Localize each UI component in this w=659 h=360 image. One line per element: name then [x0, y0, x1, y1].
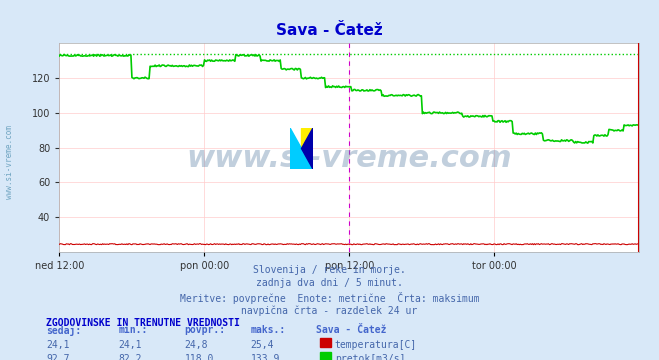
Text: ZGODOVINSKE IN TRENUTNE VREDNOSTI: ZGODOVINSKE IN TRENUTNE VREDNOSTI	[46, 318, 240, 328]
Text: 118,0: 118,0	[185, 354, 214, 360]
Text: Sava - Čatež: Sava - Čatež	[316, 325, 387, 336]
Text: 133,9: 133,9	[250, 354, 280, 360]
Text: min.:: min.:	[119, 325, 148, 336]
Bar	[320, 352, 331, 360]
Text: temperatura[C]: temperatura[C]	[335, 340, 417, 350]
Text: www.si-vreme.com: www.si-vreme.com	[5, 125, 14, 199]
Text: 92,7: 92,7	[46, 354, 70, 360]
Text: 24,1: 24,1	[119, 340, 142, 350]
Text: navpična črta - razdelek 24 ur: navpična črta - razdelek 24 ur	[241, 306, 418, 316]
Text: www.si-vreme.com: www.si-vreme.com	[186, 144, 512, 172]
Polygon shape	[290, 128, 313, 169]
Text: 82,2: 82,2	[119, 354, 142, 360]
Text: Slovenija / reke in morje.: Slovenija / reke in morje.	[253, 265, 406, 275]
Text: 24,1: 24,1	[46, 340, 70, 350]
Bar	[320, 338, 331, 347]
Text: povpr.:: povpr.:	[185, 325, 225, 336]
Text: Meritve: povprečne  Enote: metrične  Črta: maksimum: Meritve: povprečne Enote: metrične Črta:…	[180, 292, 479, 304]
Text: sedaj:: sedaj:	[46, 325, 81, 337]
Text: 25,4: 25,4	[250, 340, 274, 350]
Polygon shape	[301, 128, 313, 169]
Bar	[301, 128, 313, 148]
Text: 24,8: 24,8	[185, 340, 208, 350]
Text: Sava - Čatež: Sava - Čatež	[276, 23, 383, 39]
Text: pretok[m3/s]: pretok[m3/s]	[335, 354, 405, 360]
Text: zadnja dva dni / 5 minut.: zadnja dva dni / 5 minut.	[256, 278, 403, 288]
Text: maks.:: maks.:	[250, 325, 285, 336]
